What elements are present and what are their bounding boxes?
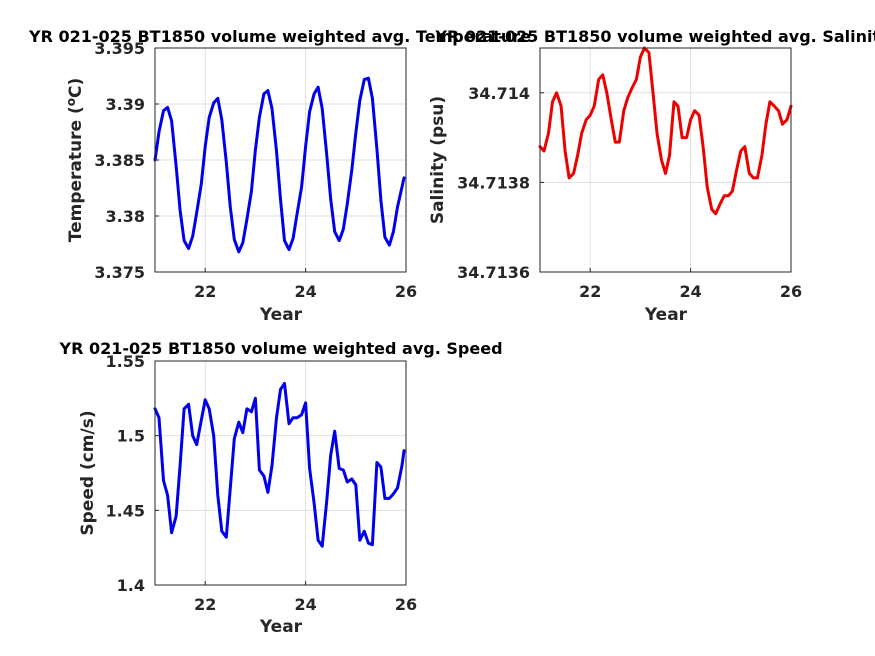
temperature-series-line-0 — [153, 76, 406, 254]
speed-y-ticks: 1.4 1.45 1.5 1.55 — [106, 352, 159, 595]
temperature-x-axis-label: Year — [259, 305, 303, 325]
speed-x-tick-label-1: 24 — [294, 595, 316, 614]
speed-y-tick-label-1: 1.45 — [106, 501, 145, 520]
salinity-axes-frame — [539, 47, 792, 273]
temperature-series — [153, 76, 406, 254]
salinity-y-axis-label: Salinity (psu) — [428, 96, 448, 224]
temperature-y-label-superscript: o — [64, 98, 78, 106]
temperature-x-tick-label-1: 24 — [294, 282, 316, 301]
salinity-x-tick-label-0: 22 — [579, 282, 601, 301]
temperature-y-tick-label-0: 3.375 — [94, 263, 145, 282]
salinity-series-line-0 — [538, 46, 793, 216]
salinity-y-tick-label-0: 34.7136 — [457, 263, 530, 282]
salinity-x-ticks: 22 24 26 — [579, 268, 802, 301]
temperature-x-tick-label-0: 22 — [194, 282, 216, 301]
speed-x-ticks: 22 24 26 — [194, 581, 417, 614]
salinity-y-ticks: 34.7136 34.7138 34.714 — [457, 84, 544, 282]
speed-y-tick-label-2: 1.5 — [117, 427, 145, 446]
temperature-y-axis-label: Temperature (oC) — [64, 78, 86, 242]
temperature-y-tick-label-2: 3.385 — [94, 151, 145, 170]
temperature-y-tick-label-1: 3.38 — [106, 207, 145, 226]
temperature-x-tick-label-2: 26 — [395, 282, 417, 301]
temperature-title: YR 021-025 BT1850 volume weighted avg. T… — [28, 27, 531, 46]
speed-y-axis-label: Speed (cm/s) — [78, 410, 98, 535]
temperature-y-tick-label-4: 3.395 — [94, 39, 145, 58]
speed-panel: YR 021-025 BT1850 volume weighted avg. S… — [58, 339, 502, 637]
salinity-title: YR 021-025 BT1850 volume weighted avg. S… — [434, 27, 875, 46]
temperature-panel: YR 021-025 BT1850 volume weighted avg. T… — [28, 27, 531, 325]
temperature-y-ticks: 3.375 3.38 3.385 3.39 3.395 — [94, 39, 159, 282]
temperature-x-ticks: 22 24 26 — [194, 268, 417, 301]
salinity-series — [538, 46, 793, 216]
temperature-y-tick-label-3: 3.39 — [106, 95, 145, 114]
speed-x-axis-label: Year — [259, 617, 303, 637]
temperature-y-label-tail: C) — [66, 78, 86, 98]
salinity-y-tick-label-2: 34.714 — [468, 84, 530, 103]
speed-x-tick-label-0: 22 — [194, 595, 216, 614]
speed-series — [153, 381, 406, 548]
salinity-y-tick-label-1: 34.7138 — [457, 173, 530, 192]
speed-y-tick-label-0: 1.4 — [117, 576, 145, 595]
salinity-x-tick-label-2: 26 — [780, 282, 802, 301]
salinity-x-tick-label-1: 24 — [679, 282, 701, 301]
temperature-y-label-main: Temperature ( — [66, 106, 86, 242]
speed-axes-frame — [154, 360, 407, 586]
speed-y-tick-label-3: 1.55 — [106, 352, 145, 371]
salinity-panel: YR 021-025 BT1850 volume weighted avg. S… — [428, 27, 875, 325]
salinity-x-axis-label: Year — [644, 305, 688, 325]
speed-series-line-0 — [153, 381, 406, 548]
speed-title: YR 021-025 BT1850 volume weighted avg. S… — [58, 339, 502, 358]
speed-x-tick-label-2: 26 — [395, 595, 417, 614]
